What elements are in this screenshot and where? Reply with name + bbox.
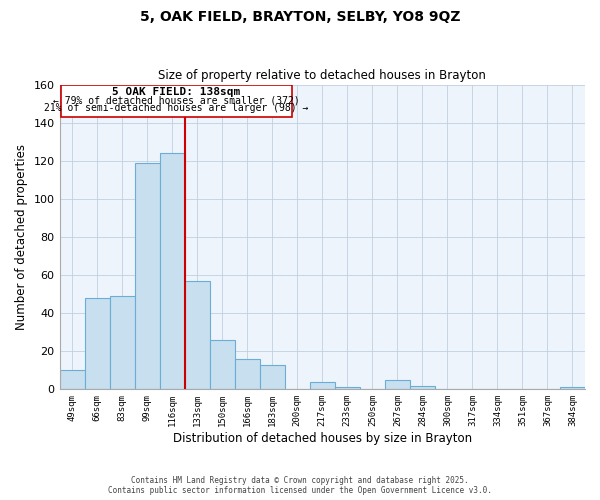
Bar — [335, 388, 360, 390]
Bar — [185, 281, 209, 390]
Bar — [235, 359, 260, 390]
Bar — [160, 153, 185, 390]
Bar — [385, 380, 410, 390]
Bar — [85, 298, 110, 390]
X-axis label: Distribution of detached houses by size in Brayton: Distribution of detached houses by size … — [173, 432, 472, 445]
Text: 5, OAK FIELD, BRAYTON, SELBY, YO8 9QZ: 5, OAK FIELD, BRAYTON, SELBY, YO8 9QZ — [140, 10, 460, 24]
Title: Size of property relative to detached houses in Brayton: Size of property relative to detached ho… — [158, 69, 486, 82]
Text: Contains HM Land Registry data © Crown copyright and database right 2025.
Contai: Contains HM Land Registry data © Crown c… — [108, 476, 492, 495]
Text: 21% of semi-detached houses are larger (98) →: 21% of semi-detached houses are larger (… — [44, 103, 309, 113]
Bar — [59, 370, 85, 390]
Bar — [134, 162, 160, 390]
Text: 5 OAK FIELD: 138sqm: 5 OAK FIELD: 138sqm — [112, 88, 241, 98]
Bar — [410, 386, 435, 390]
Text: ← 79% of detached houses are smaller (372): ← 79% of detached houses are smaller (37… — [53, 95, 300, 105]
Bar — [260, 364, 285, 390]
Bar — [560, 388, 585, 390]
Bar — [209, 340, 235, 390]
FancyBboxPatch shape — [61, 84, 292, 117]
Bar — [310, 382, 335, 390]
Y-axis label: Number of detached properties: Number of detached properties — [15, 144, 28, 330]
Bar — [110, 296, 134, 390]
